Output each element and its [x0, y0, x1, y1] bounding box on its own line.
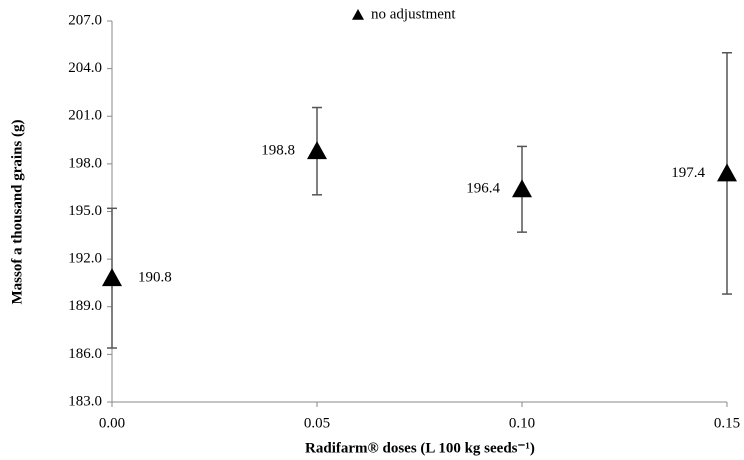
marker [102, 268, 122, 287]
y-tick-label: 183.0 [68, 393, 102, 409]
x-tick-label: 0.00 [99, 415, 125, 431]
x-tick-label: 0.15 [714, 415, 740, 431]
data-label: 196.4 [466, 181, 500, 197]
x-tick-label: 0.10 [509, 415, 535, 431]
y-axis-label: Massof a thousand grains (g) [9, 119, 25, 304]
y-tick-label: 195.0 [68, 203, 102, 219]
data-label: 198.8 [261, 143, 295, 159]
y-tick-label: 198.0 [68, 155, 102, 171]
data-label: 197.4 [671, 165, 705, 181]
marker [717, 163, 737, 182]
x-tick-label: 0.05 [304, 415, 330, 431]
y-tick-label: 189.0 [68, 298, 102, 314]
marker [307, 141, 327, 160]
y-tick-label: 207.0 [68, 12, 102, 28]
legend-marker [352, 9, 364, 20]
x-axis-label: Radifarm® doses (L 100 kg seeds⁻¹) [305, 440, 535, 456]
marker [512, 179, 532, 198]
y-tick-label: 192.0 [68, 251, 102, 267]
y-tick-label: 204.0 [68, 60, 102, 76]
y-tick-label: 186.0 [68, 346, 102, 362]
y-tick-label: 201.0 [68, 108, 102, 124]
legend-label: no adjustment [371, 6, 456, 22]
data-label: 190.8 [138, 270, 172, 286]
